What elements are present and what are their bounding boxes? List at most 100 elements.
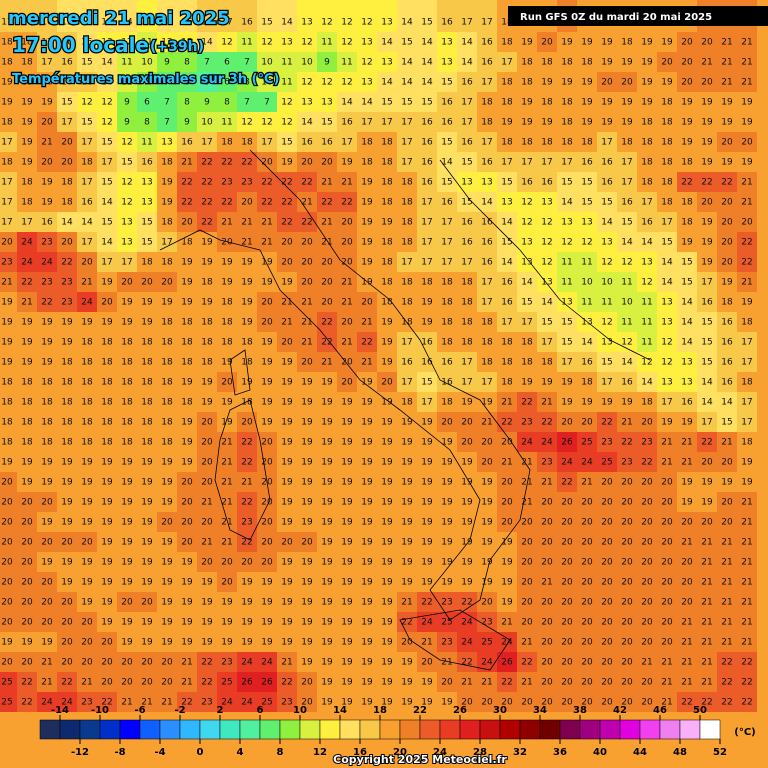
temp-value: 20 (181, 218, 193, 228)
temp-value: 20 (281, 538, 293, 548)
temp-value: 17 (1, 218, 12, 228)
temp-value: 19 (141, 578, 153, 588)
temp-value: 18 (21, 198, 33, 208)
temp-value: 19 (301, 558, 313, 568)
temp-value: 19 (601, 118, 613, 128)
temp-cell (197, 112, 217, 132)
temp-value: 24 (501, 638, 513, 648)
temp-value: 25 (581, 438, 592, 448)
temp-value: 19 (461, 518, 473, 528)
legend-swatch (139, 719, 161, 740)
temp-value: 20 (541, 518, 553, 528)
temp-cell (317, 152, 337, 172)
temp-value: 18 (1, 378, 13, 388)
temp-value: 15 (381, 98, 392, 108)
temp-value: 20 (101, 298, 113, 308)
temp-value: 19 (341, 578, 353, 588)
temp-value: 25 (601, 458, 612, 468)
temp-value: 17 (561, 358, 572, 368)
temp-value: 21 (681, 438, 692, 448)
temp-value: 19 (301, 378, 313, 388)
temp-value: 21 (501, 618, 512, 628)
temp-cell (97, 132, 117, 152)
temp-value: 18 (401, 178, 413, 188)
temp-value: 14 (341, 98, 353, 108)
temp-value: 20 (581, 678, 593, 688)
temp-value: 7 (244, 58, 250, 68)
temp-value: 21 (201, 498, 212, 508)
temp-value: 19 (161, 558, 173, 568)
legend-swatch (339, 719, 361, 740)
temp-value: 19 (401, 478, 413, 488)
temp-value: 19 (281, 618, 293, 628)
temp-value: 20 (601, 698, 613, 708)
temp-value: 21 (741, 78, 752, 88)
temp-value: 14 (641, 238, 653, 248)
temp-value: 20 (401, 638, 413, 648)
temp-value: 11 (601, 298, 612, 308)
temp-value: 19 (221, 618, 233, 628)
temp-value: 15 (461, 158, 472, 168)
temp-value: 19 (341, 458, 353, 468)
temp-cell (317, 0, 337, 32)
temp-value: 19 (81, 458, 93, 468)
temp-value: 21 (661, 458, 672, 468)
temp-value: 19 (141, 458, 153, 468)
temp-value: 12 (621, 258, 632, 268)
temp-value: 19 (21, 138, 33, 148)
temp-value: 20 (241, 558, 253, 568)
temp-value: 22 (181, 178, 192, 188)
temp-value: 11 (621, 278, 632, 288)
temp-value: 9 (184, 118, 190, 128)
temp-value: 20 (721, 218, 733, 228)
temp-value: 20 (41, 118, 53, 128)
temp-value: 21 (721, 58, 732, 68)
temp-value: 20 (661, 578, 673, 588)
temp-value: 20 (561, 678, 573, 688)
temp-value: 19 (381, 458, 393, 468)
temp-cell (457, 0, 477, 32)
temp-cell (417, 92, 437, 112)
temp-value: 19 (401, 558, 413, 568)
temp-value: 19 (321, 518, 333, 528)
temp-cell (357, 112, 377, 132)
temp-cell (657, 132, 677, 152)
temp-value: 14 (401, 58, 413, 68)
temp-value: 20 (301, 238, 313, 248)
temp-value: 21 (541, 398, 552, 408)
temp-value: 19 (661, 38, 673, 48)
temp-value: 19 (361, 418, 373, 428)
temp-value: 19 (301, 398, 313, 408)
temp-value: 19 (501, 578, 513, 588)
temp-value: 19 (361, 438, 373, 448)
temp-value: 15 (121, 158, 132, 168)
temp-value: 21 (701, 558, 712, 568)
temp-value: 10 (581, 278, 593, 288)
temp-cell (417, 132, 437, 152)
temp-value: 21 (661, 438, 672, 448)
temp-value: 11 (561, 258, 572, 268)
temp-value: 18 (741, 378, 753, 388)
temp-value: 19 (41, 318, 53, 328)
temp-value: 21 (701, 598, 712, 608)
temp-value: 13 (161, 138, 172, 148)
temp-value: 15 (561, 178, 572, 188)
temp-value: 20 (21, 658, 33, 668)
temp-value: 19 (161, 618, 173, 628)
temp-value: 20 (21, 558, 33, 568)
temp-value: 18 (81, 378, 93, 388)
temp-value: 22 (281, 198, 292, 208)
temp-value: 20 (581, 598, 593, 608)
temp-value: 19 (281, 638, 293, 648)
temp-value: 16 (621, 198, 633, 208)
temp-value: 18 (461, 318, 473, 328)
temp-value: 18 (541, 138, 553, 148)
temp-cell (217, 92, 237, 112)
temp-value: 19 (81, 518, 93, 528)
temp-cell (57, 112, 77, 132)
temp-value: 20 (61, 618, 73, 628)
temp-value: 17 (421, 238, 432, 248)
temp-value: 22 (21, 278, 32, 288)
temp-value: 20 (261, 298, 273, 308)
temp-value: 17 (381, 118, 392, 128)
